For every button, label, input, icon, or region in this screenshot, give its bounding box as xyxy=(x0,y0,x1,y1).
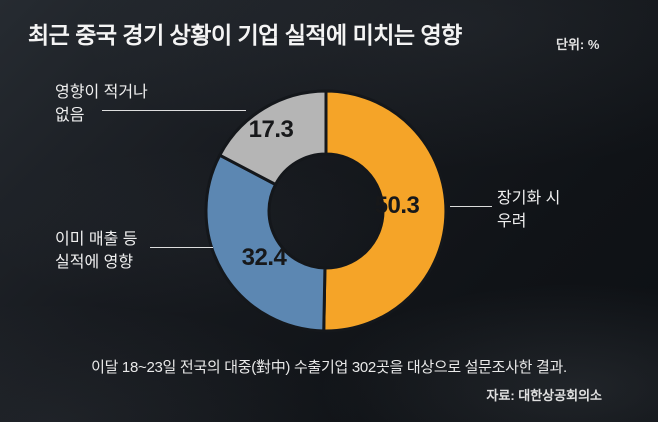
value-label-prolonged-concern: 50.3 xyxy=(374,192,420,219)
value-label-little-or-none: 17.3 xyxy=(248,116,294,143)
donut-slice-1 xyxy=(204,153,327,333)
callout-line-little-or-none xyxy=(102,110,246,111)
callout-label-prolonged-concern: 장기화 시 우려 xyxy=(497,190,561,231)
callout-line-prolonged-concern xyxy=(450,206,492,207)
donut-slice-2 xyxy=(217,89,328,187)
callout-label-already-affected: 이미 매출 등 실적에 영향 xyxy=(55,231,138,272)
callout-label-little-or-none: 영향이 적거나 없음 xyxy=(55,84,148,125)
survey-note: 이달 18~23일 전국의 대중(對中) 수출기업 302곳을 대상으로 설문조… xyxy=(91,359,567,376)
page-title: 최근 중국 경기 상황이 기업 실적에 미치는 영향 xyxy=(28,22,462,48)
source-label: 자료: 대한상공회의소 xyxy=(486,388,602,403)
unit-label: 단위: % xyxy=(556,37,600,52)
donut-slice-0 xyxy=(322,89,448,333)
callout-line-already-affected xyxy=(150,247,213,248)
value-label-already-affected: 32.4 xyxy=(241,244,287,271)
